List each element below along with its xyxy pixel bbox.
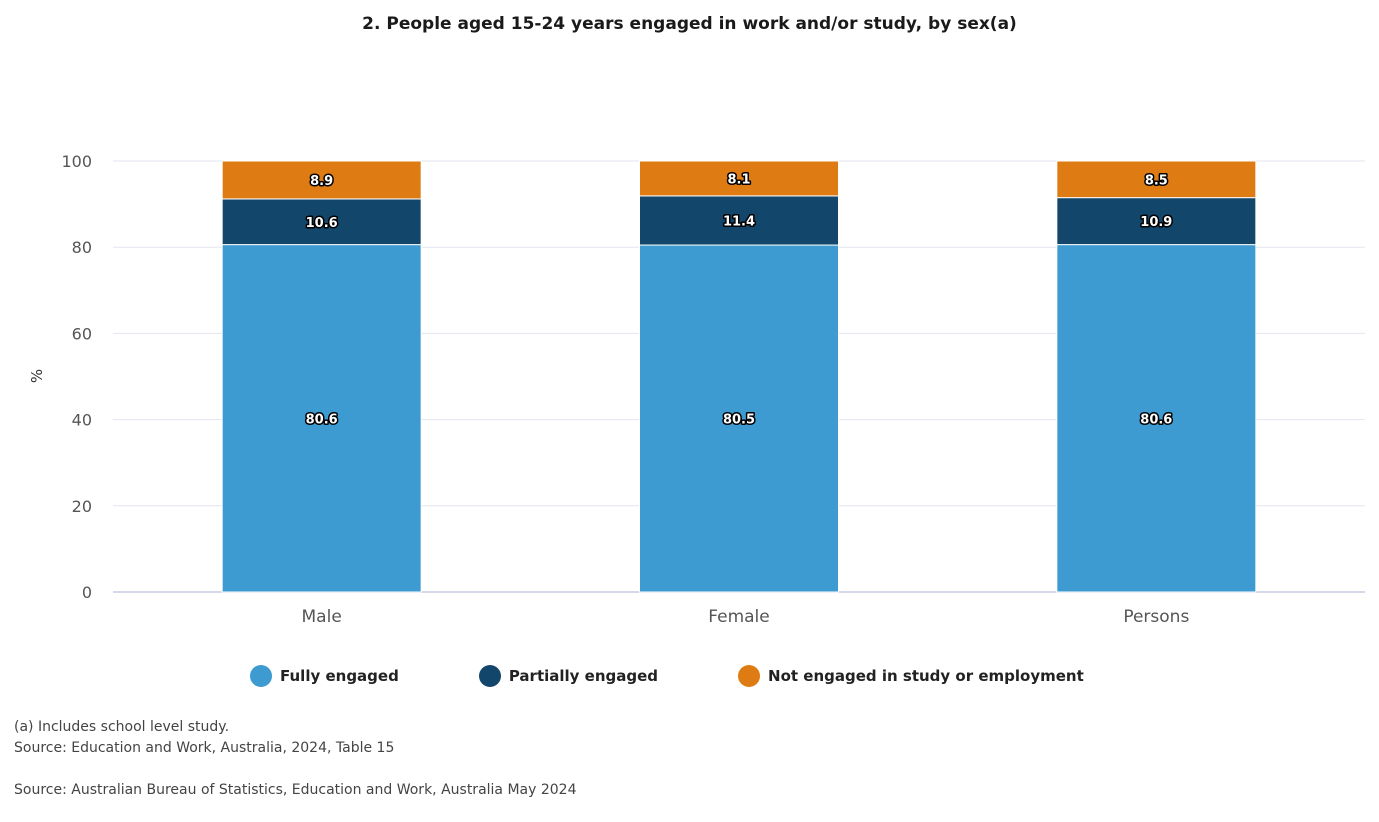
data-label: 80.5 — [723, 413, 755, 428]
data-label: 10.9 — [1140, 215, 1172, 230]
bar-segment[interactable] — [221, 160, 422, 200]
data-label: 8.1 — [727, 172, 750, 187]
source-note: Source: Australian Bureau of Statistics,… — [14, 782, 577, 798]
footnote: (a) Includes school level study. — [14, 719, 230, 735]
chart-plot: 0 20 40 60 80 100 80.6 10.6 8.9 80.5 11.4 8.1 80.6 1… — [28, 152, 1365, 627]
y-tick-label: 100 — [61, 152, 92, 171]
source-table-note: Source: Education and Work, Australia, 2… — [14, 740, 395, 756]
legend-marker-icon — [250, 665, 272, 687]
legend-marker-icon — [478, 665, 501, 687]
bar-segment[interactable] — [1056, 197, 1257, 246]
y-axis-label: % — [28, 369, 46, 383]
bar-segment[interactable] — [221, 198, 422, 246]
y-tick-label: 60 — [72, 324, 92, 343]
bars — [221, 160, 1257, 593]
data-label: 80.6 — [306, 412, 338, 427]
legend-label: Not engaged in study or employment — [768, 667, 1084, 685]
bar-segment[interactable] — [639, 160, 839, 197]
data-label: 80.6 — [1140, 412, 1172, 427]
legend-label: Fully engaged — [280, 667, 399, 685]
chart-notes: (a) Includes school level study. Source:… — [14, 717, 576, 801]
legend-label: Partially engaged — [508, 667, 659, 685]
legend-item-partially-engaged[interactable]: Partially engaged — [478, 665, 659, 687]
bar-segment[interactable] — [1056, 160, 1257, 199]
x-tick-label: Female — [708, 607, 769, 627]
data-label: 8.9 — [310, 174, 333, 189]
chart-title: 2. People aged 15-24 years engaged in wo… — [362, 14, 1017, 34]
data-label: 8.5 — [1145, 173, 1168, 188]
legend-item-not-engaged[interactable]: Not engaged in study or employment — [738, 665, 1084, 687]
bar-segment[interactable] — [221, 244, 422, 593]
data-labels: 80.6 10.6 8.9 80.5 11.4 8.1 80.6 10.9 8.5 — [304, 171, 1174, 429]
y-tick-label: 0 — [82, 583, 92, 602]
x-tick-label: Persons — [1123, 607, 1189, 627]
legend: Fully engaged Partially engaged Not enga… — [250, 662, 1084, 690]
y-tick-label: 40 — [72, 411, 92, 430]
legend-item-fully-engaged[interactable]: Fully engaged — [250, 665, 399, 687]
data-label: 11.4 — [723, 214, 755, 229]
bar-segment[interactable] — [1056, 244, 1257, 593]
x-axis: Male Female Persons — [302, 607, 1190, 627]
x-tick-label: Male — [302, 607, 342, 627]
data-label: 10.6 — [306, 216, 338, 231]
y-tick-label: 80 — [72, 238, 92, 257]
y-tick-label: 20 — [72, 497, 92, 516]
y-axis: 0 20 40 60 80 100 — [61, 152, 92, 602]
legend-marker-icon — [738, 665, 761, 687]
